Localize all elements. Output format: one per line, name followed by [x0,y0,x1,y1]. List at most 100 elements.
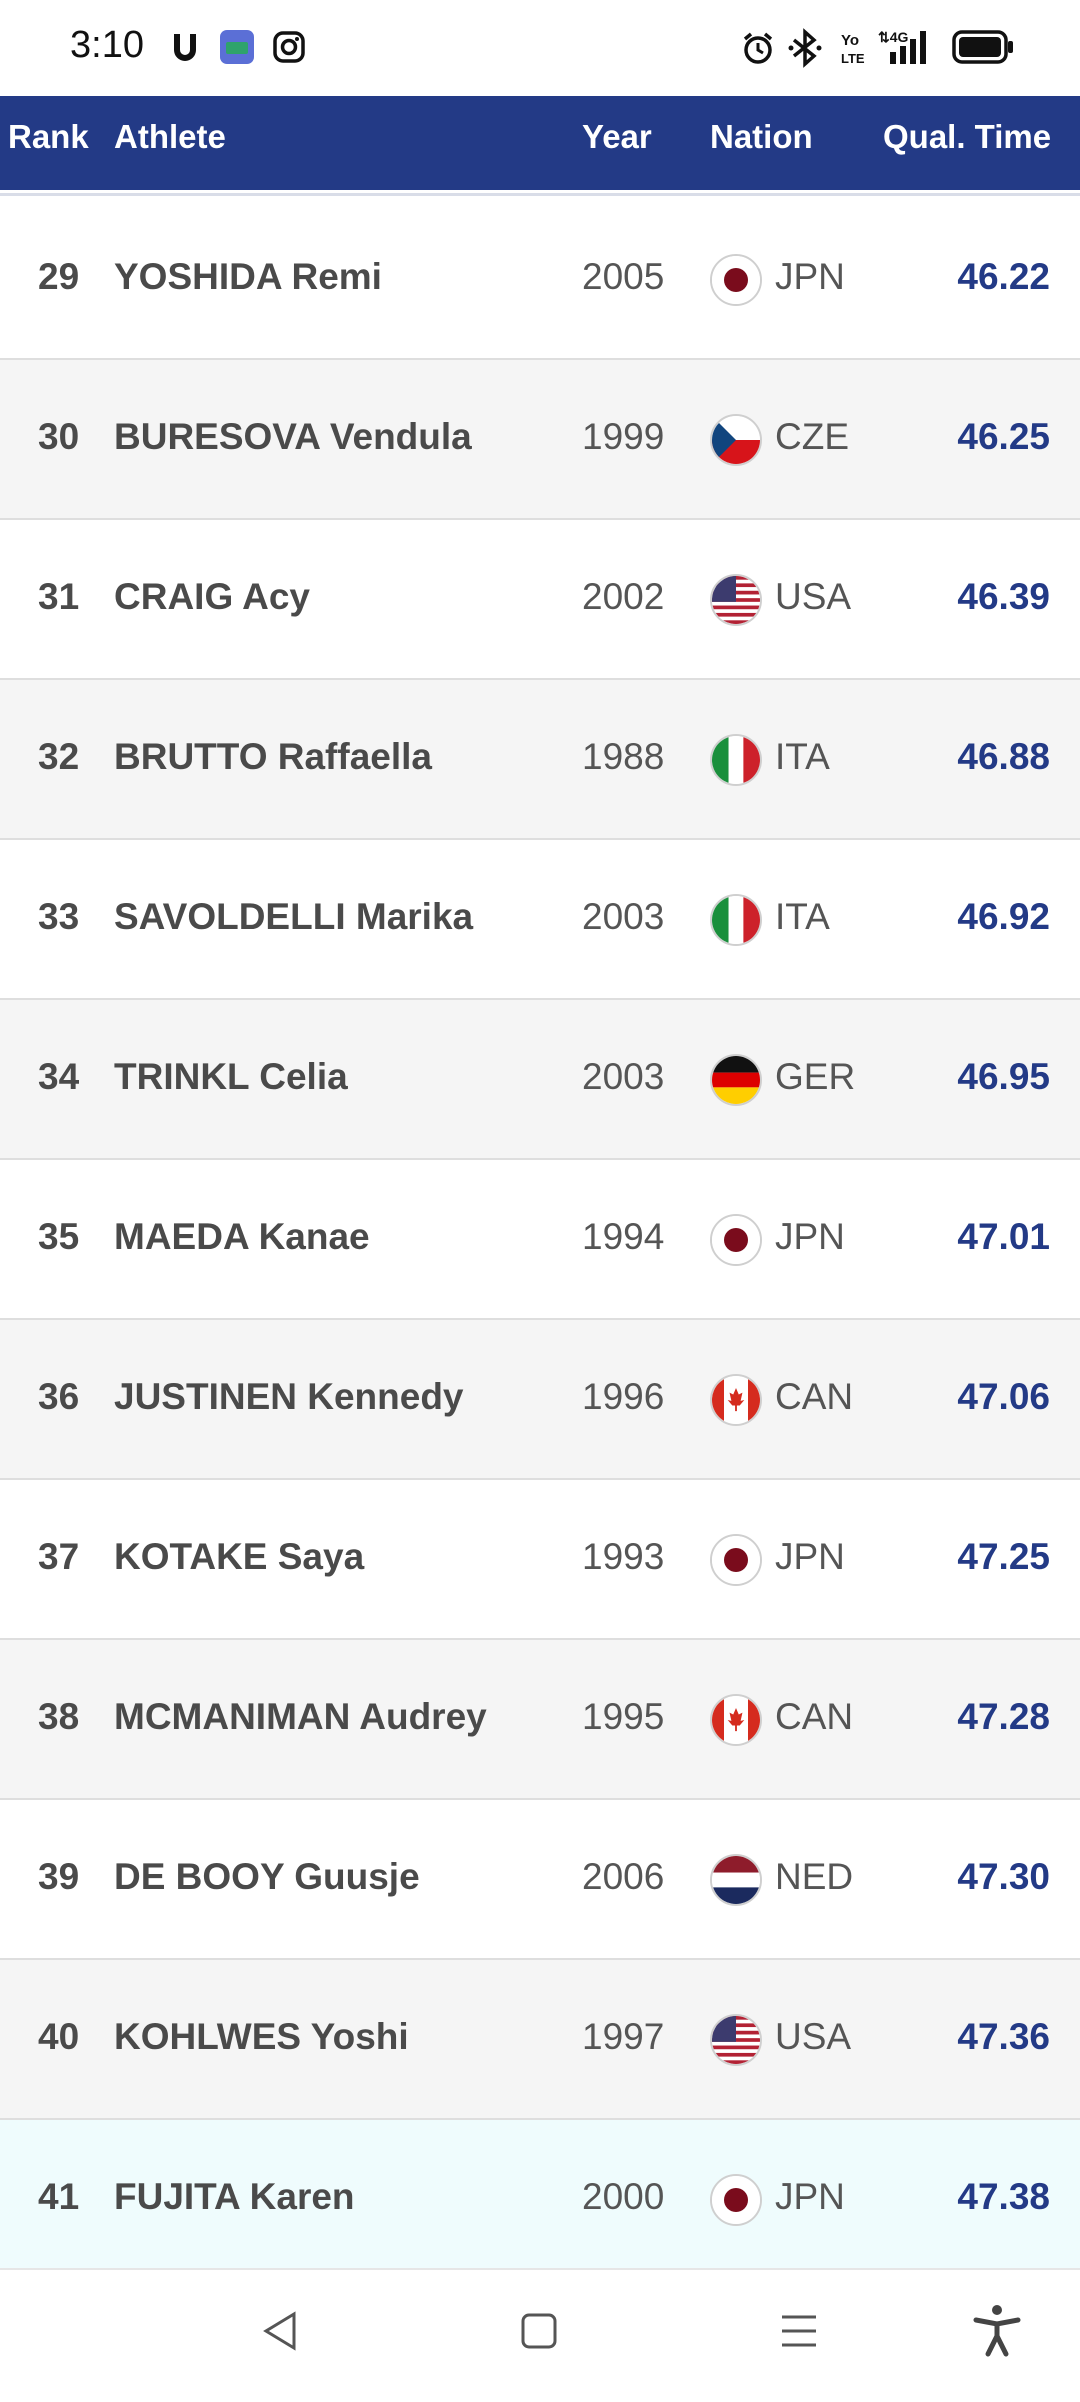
year-cell: 1995 [582,1696,665,1737]
header-divider [0,184,1080,190]
athlete-name[interactable]: TRINKL Celia [114,1056,348,1097]
year-cell: 2003 [582,896,665,937]
qual-time-cell: 46.88 [957,736,1050,777]
athlete-name[interactable]: BURESOVA Vendula [114,416,472,457]
czech-flag-icon [710,414,762,466]
rank-cell: 31 [38,576,80,617]
qual-time-cell: 46.95 [957,1056,1050,1097]
svg-text:⇅4G: ⇅4G [878,29,909,45]
athlete-name[interactable]: CRAIG Acy [114,576,311,617]
instagram-icon [273,31,305,63]
athlete-name[interactable]: YOSHIDA Remi [114,256,382,297]
table-row[interactable]: 40 KOHLWES Yoshi 1997 USA 47.36 [0,1960,1080,2120]
qual-time-cell: 47.25 [957,1536,1050,1577]
header-athlete[interactable]: Athlete [114,118,226,155]
italy-flag-icon [710,894,762,946]
year-cell: 2005 [582,256,665,297]
app-badge-icon [220,30,254,64]
svg-text:LTE: LTE [841,51,865,66]
nation-cell: JPN [775,256,845,297]
table-row[interactable]: 39 DE BOOY Guusje 2006 NED 47.30 [0,1800,1080,1960]
system-nav-bar [0,2268,1080,2402]
rank-cell: 39 [38,1856,80,1897]
usa-flag-icon [710,2014,762,2066]
header-qual-time[interactable]: Qual. Time [883,118,1052,155]
athlete-name[interactable]: JUSTINEN Kennedy [114,1376,464,1417]
year-cell: 1993 [582,1536,665,1577]
accessibility-icon[interactable] [972,2304,1022,2358]
table-row[interactable]: 34 TRINKL Celia 2003 GER 46.95 [0,1000,1080,1160]
netherlands-flag-icon [710,1854,762,1906]
header-divider-shadow [0,193,1080,196]
qual-time-cell: 47.38 [957,2176,1050,2217]
athlete-name[interactable]: MCMANIMAN Audrey [114,1696,487,1737]
year-cell: 2002 [582,576,665,617]
status-time: 3:10 [70,24,144,66]
rank-cell: 30 [38,416,80,457]
results-table-body: 29 YOSHIDA Remi 2005 JPN 46.22 30 BURESO… [0,200,1080,2280]
nation-cell: JPN [775,1536,845,1577]
rank-cell: 41 [38,2176,80,2217]
nation-cell: CZE [775,416,849,457]
table-row[interactable]: 37 KOTAKE Saya 1993 JPN 47.25 [0,1480,1080,1640]
athlete-name[interactable]: MAEDA Kanae [114,1216,370,1257]
nation-cell: CAN [775,1696,854,1737]
japan-flag-icon [710,1534,762,1586]
table-header: Rank Athlete Year Nation Qual. Time [0,96,1080,184]
qual-time-cell: 47.30 [957,1856,1050,1897]
japan-flag-icon [710,254,762,306]
header-rank[interactable]: Rank [8,118,89,155]
table-row[interactable]: 35 MAEDA Kanae 1994 JPN 47.01 [0,1160,1080,1320]
table-row[interactable]: 36 JUSTINEN Kennedy 1996 CAN 47.06 [0,1320,1080,1480]
rank-cell: 35 [38,1216,80,1257]
magnet-app-icon [174,34,196,61]
rank-cell: 38 [38,1696,80,1737]
qual-time-cell: 47.28 [957,1696,1050,1737]
table-row[interactable]: 31 CRAIG Acy 2002 USA 46.39 [0,520,1080,680]
nation-cell: ITA [775,736,830,777]
athlete-name[interactable]: KOTAKE Saya [114,1536,365,1577]
alarm-icon [743,32,773,64]
rank-cell: 40 [38,2016,80,2057]
japan-flag-icon [710,1214,762,1266]
table-row[interactable]: 38 MCMANIMAN Audrey 1995 CAN 47.28 [0,1640,1080,1800]
year-cell: 1996 [582,1376,665,1417]
table-row[interactable]: 30 BURESOVA Vendula 1999 CZE 46.25 [0,360,1080,520]
back-icon[interactable] [258,2308,304,2354]
athlete-name[interactable]: KOHLWES Yoshi [114,2016,409,2057]
athlete-name[interactable]: SAVOLDELLI Marika [114,896,474,937]
rank-cell: 33 [38,896,80,937]
nation-cell: JPN [775,2176,845,2217]
qual-time-cell: 46.22 [957,256,1050,297]
status-bar: 3:10 Yo LTE ⇅4G [0,0,1080,96]
athlete-name[interactable]: FUJITA Karen [114,2176,355,2217]
header-nation[interactable]: Nation [710,118,813,155]
nation-cell: GER [775,1056,856,1097]
year-cell: 1994 [582,1216,665,1257]
rank-cell: 32 [38,736,80,777]
table-row[interactable]: 32 BRUTTO Raffaella 1988 ITA 46.88 [0,680,1080,840]
nation-cell: CAN [775,1376,854,1417]
table-row[interactable]: 29 YOSHIDA Remi 2005 JPN 46.22 [0,200,1080,360]
table-row[interactable]: 33 SAVOLDELLI Marika 2003 ITA 46.92 [0,840,1080,1000]
menu-icon[interactable] [776,2308,822,2354]
rank-cell: 37 [38,1536,80,1577]
year-cell: 2006 [582,1856,665,1897]
rank-cell: 34 [38,1056,80,1097]
year-cell: 1997 [582,2016,665,2057]
qual-time-cell: 47.36 [957,2016,1050,2057]
nation-cell: USA [775,576,852,617]
table-row-highlighted[interactable]: 41 FUJITA Karen 2000 JPN 47.38 [0,2120,1080,2280]
year-cell: 2000 [582,2176,665,2217]
qual-time-cell: 46.25 [957,416,1050,457]
battery-icon [952,30,1013,64]
qual-time-cell: 46.39 [957,576,1050,617]
nation-cell: NED [775,1856,854,1897]
year-cell: 1999 [582,416,665,457]
athlete-name[interactable]: DE BOOY Guusje [114,1856,420,1897]
year-cell: 1988 [582,736,665,777]
athlete-name[interactable]: BRUTTO Raffaella [114,736,432,777]
volte-icon: Yo LTE [841,32,865,66]
header-year[interactable]: Year [582,118,652,155]
home-icon[interactable] [516,2308,562,2354]
